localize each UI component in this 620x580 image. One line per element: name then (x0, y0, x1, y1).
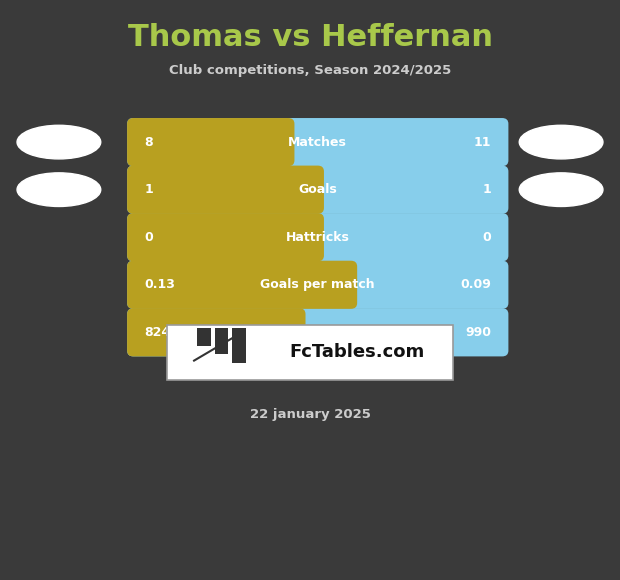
FancyBboxPatch shape (127, 166, 324, 213)
FancyBboxPatch shape (127, 118, 294, 166)
Text: 0.09: 0.09 (460, 278, 491, 291)
Text: Thomas vs Heffernan: Thomas vs Heffernan (128, 23, 492, 52)
Ellipse shape (520, 125, 603, 159)
FancyBboxPatch shape (127, 118, 508, 166)
FancyBboxPatch shape (167, 325, 453, 380)
Text: 22 january 2025: 22 january 2025 (250, 408, 370, 421)
FancyBboxPatch shape (273, 124, 288, 160)
Text: 1: 1 (482, 183, 491, 196)
Ellipse shape (17, 173, 100, 206)
Text: 1: 1 (144, 183, 153, 196)
FancyBboxPatch shape (302, 171, 317, 208)
FancyBboxPatch shape (302, 219, 317, 255)
FancyBboxPatch shape (127, 213, 508, 261)
Ellipse shape (520, 173, 603, 206)
Text: Goals: Goals (298, 183, 337, 196)
FancyBboxPatch shape (127, 309, 306, 356)
FancyBboxPatch shape (127, 213, 324, 261)
Ellipse shape (17, 125, 100, 159)
FancyBboxPatch shape (335, 267, 351, 303)
FancyBboxPatch shape (127, 261, 357, 309)
Text: Min per goal: Min per goal (274, 326, 361, 339)
Text: 0: 0 (144, 231, 153, 244)
FancyBboxPatch shape (127, 309, 508, 356)
Text: 990: 990 (465, 326, 491, 339)
Text: Goals per match: Goals per match (260, 278, 375, 291)
Text: 11: 11 (474, 136, 491, 148)
FancyBboxPatch shape (232, 328, 246, 363)
FancyBboxPatch shape (127, 261, 508, 309)
Text: FcTables.com: FcTables.com (289, 343, 424, 361)
Text: 0.13: 0.13 (144, 278, 175, 291)
Text: 0: 0 (482, 231, 491, 244)
Text: Hattricks: Hattricks (286, 231, 350, 244)
FancyBboxPatch shape (284, 314, 299, 350)
Text: Matches: Matches (288, 136, 347, 148)
Text: 824: 824 (144, 326, 170, 339)
FancyBboxPatch shape (127, 166, 508, 213)
FancyBboxPatch shape (197, 328, 211, 346)
Text: Club competitions, Season 2024/2025: Club competitions, Season 2024/2025 (169, 64, 451, 77)
FancyBboxPatch shape (215, 328, 228, 354)
Text: 8: 8 (144, 136, 153, 148)
